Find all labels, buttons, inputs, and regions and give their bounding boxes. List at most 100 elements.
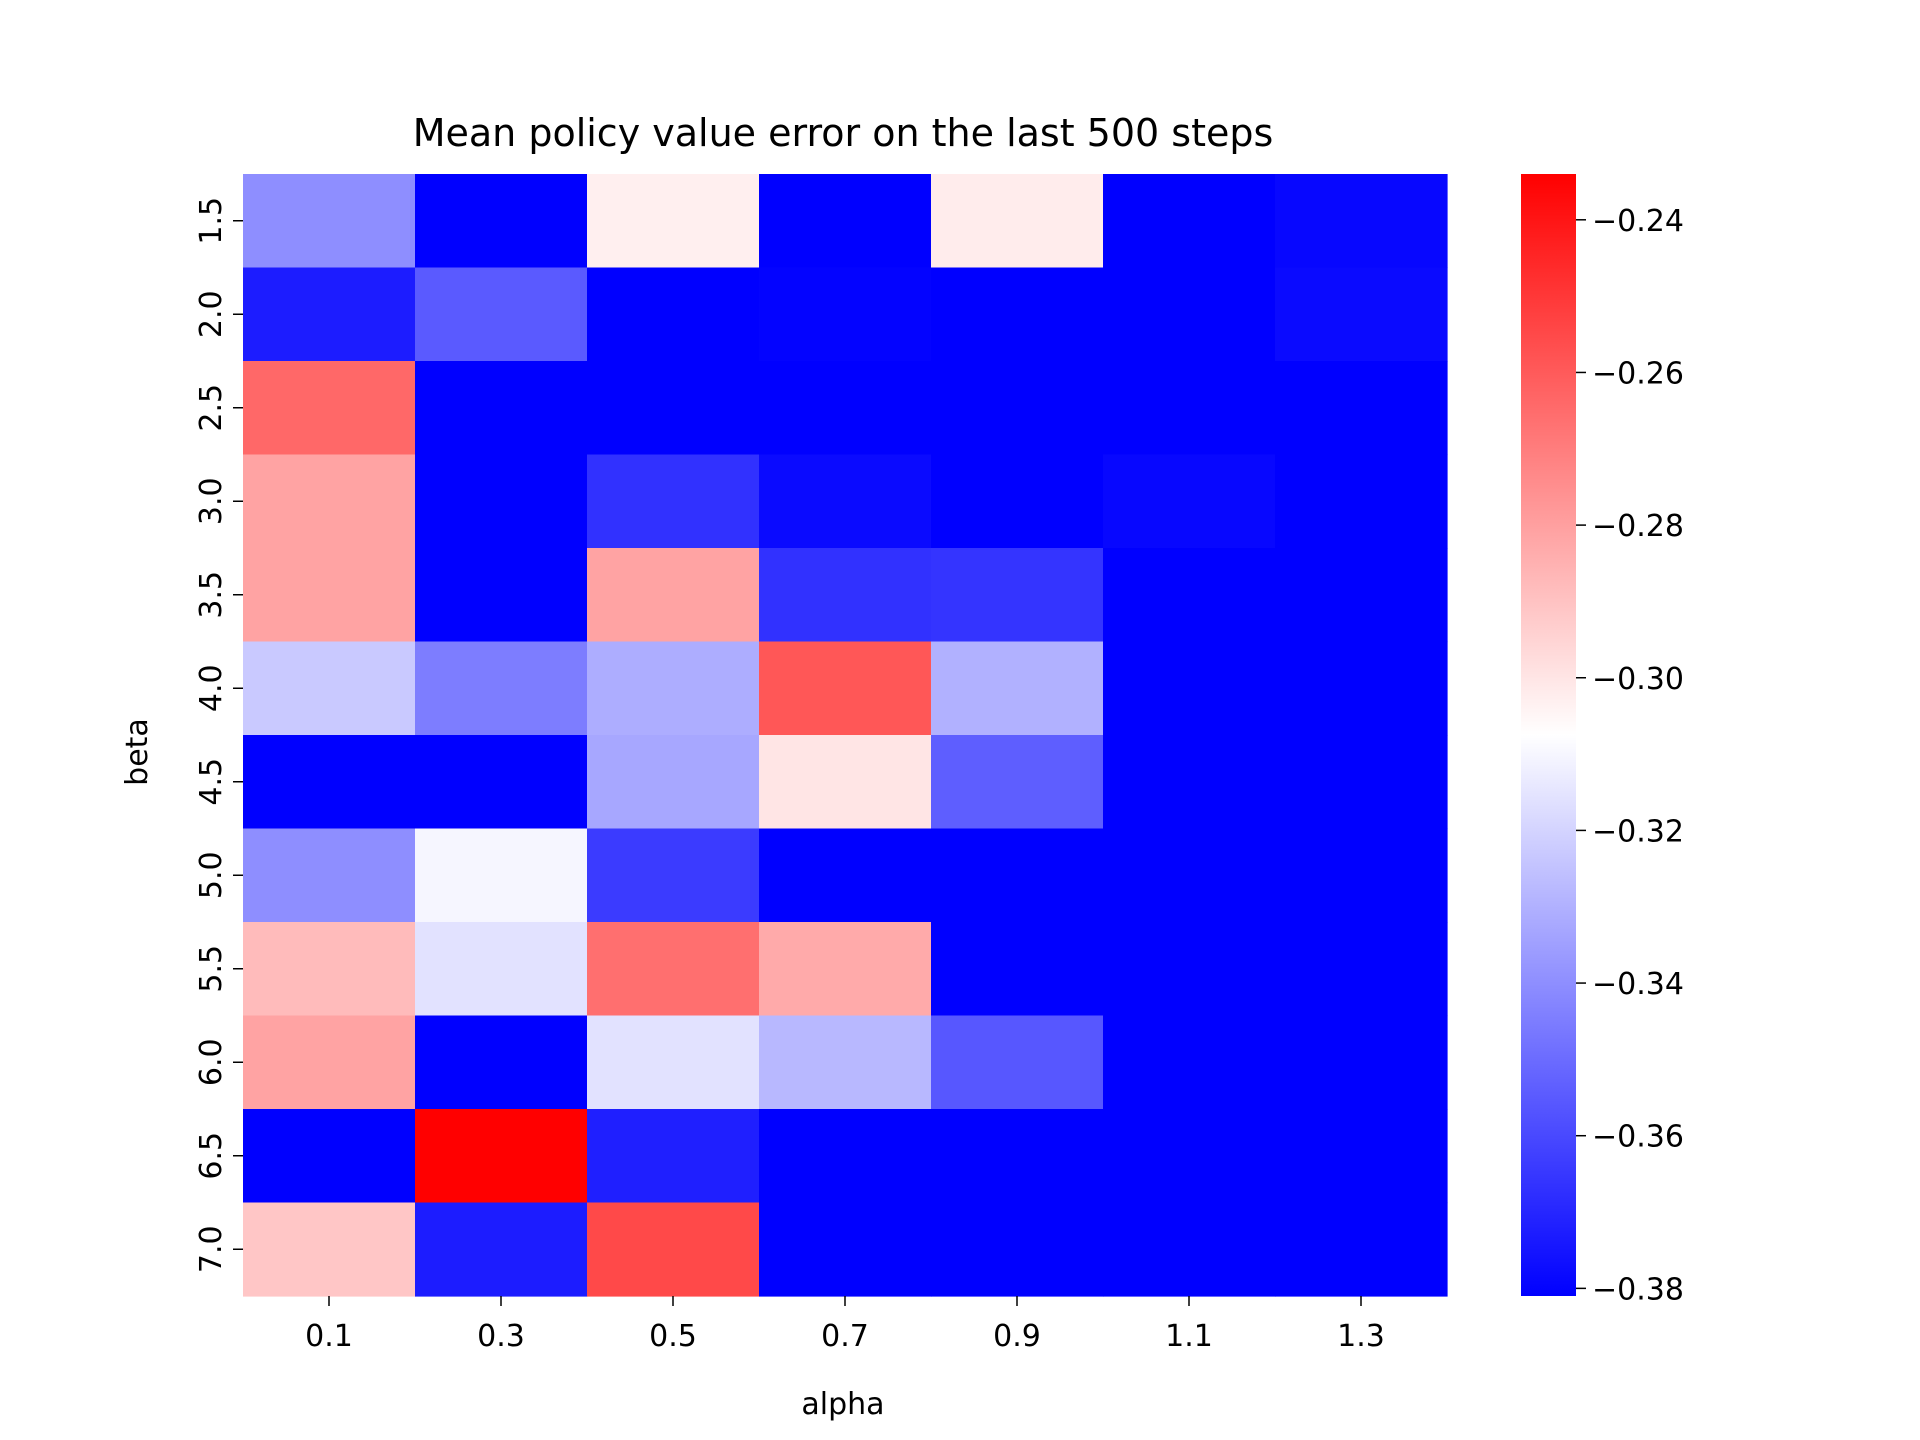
heatmap-cell: [243, 1202, 416, 1297]
heatmap-cell: [1103, 454, 1276, 549]
colorbar-tick-label: −0.34: [1592, 967, 1684, 1002]
heatmap-cell: [1103, 267, 1276, 362]
y-tick-label: 4.0: [194, 664, 229, 712]
heatmap-cell: [587, 828, 760, 923]
colorbar-tick-label: −0.24: [1592, 204, 1684, 239]
chart-title: Mean policy value error on the last 500 …: [413, 111, 1274, 155]
heatmap-cell: [1103, 1015, 1276, 1110]
heatmap-cell: [243, 548, 416, 643]
heatmap-cell: [415, 1109, 588, 1204]
heatmap-cell: [1103, 735, 1276, 830]
heatmap-cell: [1103, 548, 1276, 643]
heatmap-cell: [415, 361, 588, 456]
heatmap-cell: [931, 548, 1104, 643]
heatmap-cell: [759, 174, 932, 269]
x-axis-ticks: 0.1 0.3 0.5 0.7 0.9 1.1 1.3: [305, 1296, 1385, 1354]
heatmap-cell: [1275, 267, 1448, 362]
heatmap-cell: [587, 641, 760, 736]
heatmap-cell: [759, 922, 932, 1017]
heatmap-cell: [759, 735, 932, 830]
y-tick-label: 5.0: [194, 851, 229, 899]
heatmap-cell: [587, 174, 760, 269]
heatmap-cell: [415, 1015, 588, 1110]
heatmap-cell: [931, 828, 1104, 923]
heatmap-cell: [243, 361, 416, 456]
heatmap-cell: [931, 641, 1104, 736]
heatmap-cells: [243, 174, 1448, 1297]
heatmap-cell: [415, 174, 588, 269]
heatmap-cell: [587, 735, 760, 830]
heatmap-cell: [1275, 361, 1448, 456]
heatmap-cell: [1275, 174, 1448, 269]
heatmap-cell: [931, 1202, 1104, 1297]
heatmap-cell: [587, 548, 760, 643]
heatmap-cell: [415, 267, 588, 362]
heatmap-cell: [1275, 922, 1448, 1017]
heatmap-cell: [931, 735, 1104, 830]
heatmap-cell: [931, 174, 1104, 269]
colorbar-tick-label: −0.32: [1592, 814, 1684, 849]
heatmap-cell: [243, 1015, 416, 1110]
heatmap-cell: [1103, 1202, 1276, 1297]
heatmap-cell: [759, 267, 932, 362]
heatmap-cell: [759, 1109, 932, 1204]
heatmap-cell: [243, 174, 416, 269]
heatmap-cell: [931, 267, 1104, 362]
heatmap-cell: [587, 454, 760, 549]
heatmap-cell: [1103, 1109, 1276, 1204]
heatmap-cell: [1275, 1015, 1448, 1110]
heatmap-cell: [1275, 1109, 1448, 1204]
heatmap-cell: [1275, 548, 1448, 643]
y-tick-label: 5.5: [194, 945, 229, 993]
y-tick-label: 1.5: [194, 197, 229, 245]
heatmap-cell: [759, 454, 932, 549]
heatmap-cell: [243, 641, 416, 736]
heatmap-cell: [1103, 174, 1276, 269]
heatmap-cell: [1275, 828, 1448, 923]
colorbar-tick-label: −0.30: [1592, 662, 1684, 697]
heatmap-cell: [931, 1109, 1104, 1204]
y-tick-label: 4.5: [194, 758, 229, 806]
heatmap-cell: [931, 922, 1104, 1017]
heatmap-cell: [243, 454, 416, 549]
x-tick-label: 0.3: [477, 1319, 525, 1354]
heatmap-cell: [587, 1109, 760, 1204]
heatmap-cell: [1275, 735, 1448, 830]
y-tick-label: 6.0: [194, 1038, 229, 1086]
heatmap-cell: [759, 1202, 932, 1297]
heatmap-cell: [243, 828, 416, 923]
heatmap-cell: [243, 735, 416, 830]
heatmap-cell: [759, 1015, 932, 1110]
colorbar: [1521, 174, 1576, 1296]
heatmap-cell: [759, 548, 932, 643]
y-tick-label: 2.0: [194, 290, 229, 338]
x-tick-label: 1.3: [1337, 1319, 1385, 1354]
heatmap-cell: [1275, 1202, 1448, 1297]
heatmap-cell: [587, 267, 760, 362]
heatmap-cell: [415, 828, 588, 923]
x-tick-label: 0.1: [305, 1319, 353, 1354]
x-tick-label: 0.7: [821, 1319, 869, 1354]
y-tick-label: 7.0: [194, 1225, 229, 1273]
heatmap-cell: [243, 922, 416, 1017]
x-axis-label: alpha: [801, 1387, 884, 1422]
heatmap-cell: [415, 454, 588, 549]
heatmap-cell: [759, 641, 932, 736]
y-tick-label: 3.0: [194, 477, 229, 525]
heatmap-cell: [587, 1202, 760, 1297]
colorbar-tick-label: −0.26: [1592, 356, 1684, 391]
heatmap-cell: [243, 267, 416, 362]
heatmap-cell: [587, 1015, 760, 1110]
y-tick-label: 2.5: [194, 384, 229, 432]
heatmap-cell: [415, 922, 588, 1017]
heatmap-cell: [1103, 922, 1276, 1017]
heatmap-cell: [415, 641, 588, 736]
heatmap-cell: [1103, 361, 1276, 456]
heatmap-cell: [931, 361, 1104, 456]
colorbar-tick-label: −0.38: [1592, 1272, 1684, 1307]
x-tick-label: 0.9: [993, 1319, 1041, 1354]
y-tick-label: 6.5: [194, 1132, 229, 1180]
y-axis-ticks: 1.5 2.0 2.5 3.0 3.5 4.0 4.5 5.0 5.5 6.0 6.5 7.0: [194, 197, 243, 1273]
heatmap-cell: [759, 361, 932, 456]
